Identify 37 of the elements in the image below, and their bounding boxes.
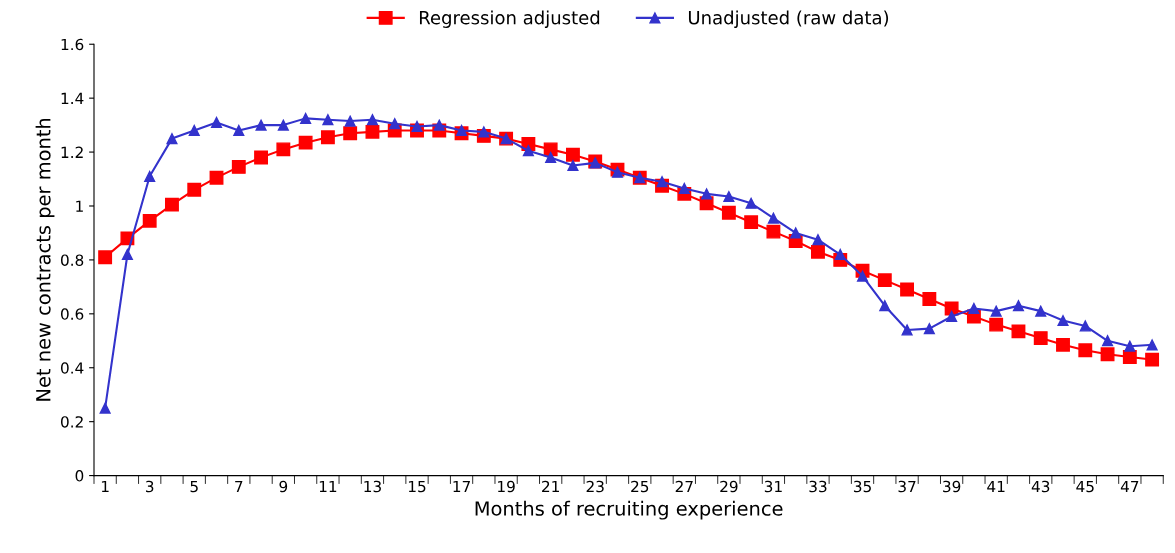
y-tick-label: 1 bbox=[76, 200, 83, 212]
x-tick-label: 3 bbox=[145, 480, 154, 493]
y-tick-label: 1.2 bbox=[61, 146, 83, 158]
x-tick-label: 39 bbox=[943, 480, 961, 493]
x-tick-label: 11 bbox=[319, 480, 337, 493]
y-axis-title: Net new contracts per month bbox=[35, 118, 55, 401]
x-tick-label: 37 bbox=[898, 480, 916, 493]
legend-label: Regression adjusted bbox=[419, 10, 600, 28]
x-tick-label: 1 bbox=[101, 480, 109, 493]
x-tick-label: 5 bbox=[190, 480, 198, 493]
x-tick-label: 7 bbox=[235, 480, 243, 493]
y-tick-label: 0.4 bbox=[60, 362, 84, 374]
y-tick-label: 0.2 bbox=[60, 416, 83, 428]
y-tick-label: 0 bbox=[75, 470, 84, 482]
x-tick-label: 43 bbox=[1031, 480, 1050, 493]
x-tick-label: 31 bbox=[764, 480, 782, 493]
x-tick-label: 27 bbox=[675, 480, 693, 493]
x-tick-label: 25 bbox=[631, 480, 649, 493]
x-tick-label: 47 bbox=[1120, 480, 1139, 493]
x-tick-label: 9 bbox=[279, 480, 288, 493]
x-tick-label: 15 bbox=[408, 480, 426, 493]
x-tick-label: 13 bbox=[364, 480, 381, 493]
x-axis-title: Months of recruiting experience bbox=[475, 500, 783, 520]
x-tick-label: 33 bbox=[809, 480, 827, 493]
x-tick-label: 45 bbox=[1076, 480, 1094, 493]
y-tick-label: 1.6 bbox=[61, 38, 84, 51]
legend-label: Unadjusted (raw data) bbox=[688, 10, 889, 28]
x-tick-label: 35 bbox=[853, 480, 871, 493]
x-tick-label: 23 bbox=[586, 480, 604, 493]
x-tick-label: 41 bbox=[987, 480, 1005, 493]
x-tick-label: 29 bbox=[720, 480, 738, 493]
x-tick-label: 21 bbox=[542, 480, 559, 493]
x-tick-label: 17 bbox=[453, 480, 470, 493]
x-tick-label: 19 bbox=[498, 480, 515, 493]
y-tick-label: 1.4 bbox=[61, 92, 84, 104]
y-tick-label: 0.6 bbox=[60, 308, 84, 320]
y-tick-label: 0.8 bbox=[60, 254, 84, 266]
